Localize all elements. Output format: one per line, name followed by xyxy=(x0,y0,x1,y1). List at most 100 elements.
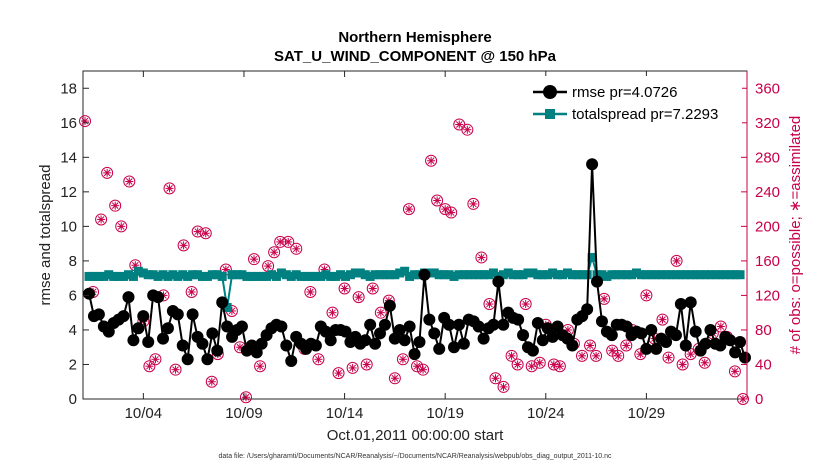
rmse-point xyxy=(181,353,194,366)
obs-assimilated-stroke xyxy=(659,316,666,323)
obs-assimilated-stroke xyxy=(264,262,272,270)
totalspread-point xyxy=(326,271,336,281)
totalspread-point xyxy=(262,271,272,281)
rmse-point xyxy=(699,337,712,350)
totalspread-point xyxy=(444,270,454,280)
totalspread-point xyxy=(286,271,296,281)
totalspread-point xyxy=(636,270,646,280)
totalspread-point xyxy=(138,268,148,278)
obs-possible-marker xyxy=(191,225,204,238)
obs-assimilated-stroke xyxy=(578,352,586,360)
obs-possible-marker xyxy=(177,239,190,252)
obs-assimilated-marker xyxy=(507,351,516,360)
totalspread-point xyxy=(553,270,563,280)
obs-possible-marker xyxy=(425,154,438,167)
rmse-point xyxy=(383,299,396,312)
obs-possible-marker xyxy=(360,358,373,371)
obs-assimilated-stroke xyxy=(433,197,441,204)
obs-possible-marker xyxy=(109,199,122,212)
totalspread-point xyxy=(681,270,691,280)
obs-possible-marker xyxy=(576,349,589,362)
obs-possible-marker xyxy=(366,282,379,295)
totalspread-point xyxy=(281,270,291,280)
totalspread-point xyxy=(607,270,617,280)
obs-assimilated-stroke xyxy=(341,285,348,292)
obs-assimilated-marker xyxy=(306,287,315,296)
totalspread-point xyxy=(696,270,706,280)
rmse-point xyxy=(364,318,377,331)
rmse-point xyxy=(83,287,96,300)
totalspread-point xyxy=(197,271,207,281)
obs-possible-marker xyxy=(268,246,281,259)
totalspread-point xyxy=(202,271,212,281)
totalspread-point xyxy=(656,270,666,280)
totalspread-point xyxy=(730,270,740,280)
obs-possible-marker xyxy=(352,291,365,304)
totalspread-point xyxy=(597,270,607,280)
obs-possible-marker xyxy=(374,306,387,319)
rmse-point xyxy=(536,334,549,347)
obs-possible-marker xyxy=(439,203,452,216)
obs-possible-marker xyxy=(79,115,92,128)
obs-assimilated-marker xyxy=(241,393,250,402)
obs-assimilated-marker xyxy=(270,248,279,257)
rmse-point xyxy=(546,330,559,343)
obs-possible-marker xyxy=(656,313,669,326)
obs-assimilated-marker xyxy=(264,262,273,271)
obs-assimilated-marker xyxy=(586,341,595,350)
obs-assimilated-marker xyxy=(555,362,564,371)
totalspread-point xyxy=(133,266,143,276)
obs-assimilated-stroke xyxy=(478,254,485,261)
rmse-point xyxy=(161,322,174,335)
totalspread-point xyxy=(143,270,153,280)
rmse-point xyxy=(359,334,372,347)
totalspread-point xyxy=(128,271,138,281)
obs-assimilated-stroke xyxy=(307,288,314,296)
y-right-tick-label: 0 xyxy=(755,391,763,408)
obs-assimilated-stroke xyxy=(270,248,278,256)
totalspread-point xyxy=(454,270,464,280)
y-right-tick-label: 40 xyxy=(755,356,772,373)
obs-possible-marker xyxy=(95,213,108,226)
obs-assimilated-stroke xyxy=(701,359,709,367)
obs-assimilated-marker xyxy=(171,365,180,374)
x-tick-label: 10/04 xyxy=(125,405,163,422)
rmse-point xyxy=(738,351,751,364)
rmse-point xyxy=(280,339,293,352)
obs-assimilated-stroke xyxy=(250,255,258,263)
obs-assimilated-stroke xyxy=(103,169,111,177)
obs-possible-marker xyxy=(547,358,560,371)
x-tick-label: 10/14 xyxy=(326,405,364,422)
y-right-tick-label: 80 xyxy=(755,322,772,339)
rmse-point xyxy=(275,320,288,333)
totalspread-point xyxy=(513,270,523,280)
obs-assimilated-marker xyxy=(328,308,337,317)
obs-assimilated-stroke xyxy=(608,347,616,355)
obs-possible-marker xyxy=(728,365,741,378)
obs-assimilated-marker xyxy=(404,205,413,214)
totalspread-point xyxy=(168,270,178,280)
totalspread-point xyxy=(735,270,745,280)
totalspread-point xyxy=(484,270,494,280)
legend-spread-label: totalspread pr=7.2293 xyxy=(572,106,718,123)
totalspread-point xyxy=(676,270,686,280)
rmse-point xyxy=(433,342,446,355)
rmse-point xyxy=(221,320,234,333)
obs-assimilated-marker xyxy=(658,315,667,324)
obs-assimilated-marker xyxy=(499,382,508,391)
rmse-point xyxy=(127,334,140,347)
totalspread-point xyxy=(237,270,247,280)
totalspread-point xyxy=(257,271,267,281)
obs-possible-marker xyxy=(326,306,339,319)
obs-possible-marker xyxy=(402,203,415,216)
obs-assimilated-stroke xyxy=(125,178,133,185)
rmse-point xyxy=(378,318,391,331)
rmse-point xyxy=(117,310,130,323)
rmse-point xyxy=(457,337,470,350)
totalspread-point xyxy=(479,270,489,280)
obs-possible-marker xyxy=(388,372,401,385)
rmse-point xyxy=(591,275,604,288)
legend-rmse-marker xyxy=(543,85,557,99)
y-tick-label: 2 xyxy=(69,356,77,373)
totalspread-point xyxy=(651,270,661,280)
